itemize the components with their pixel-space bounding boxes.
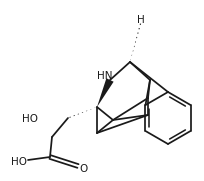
Text: HO: HO — [11, 157, 27, 167]
Text: HN: HN — [97, 71, 112, 81]
Text: O: O — [80, 164, 88, 174]
Text: HO: HO — [22, 114, 38, 124]
Polygon shape — [96, 78, 113, 107]
Text: H: H — [136, 15, 144, 25]
